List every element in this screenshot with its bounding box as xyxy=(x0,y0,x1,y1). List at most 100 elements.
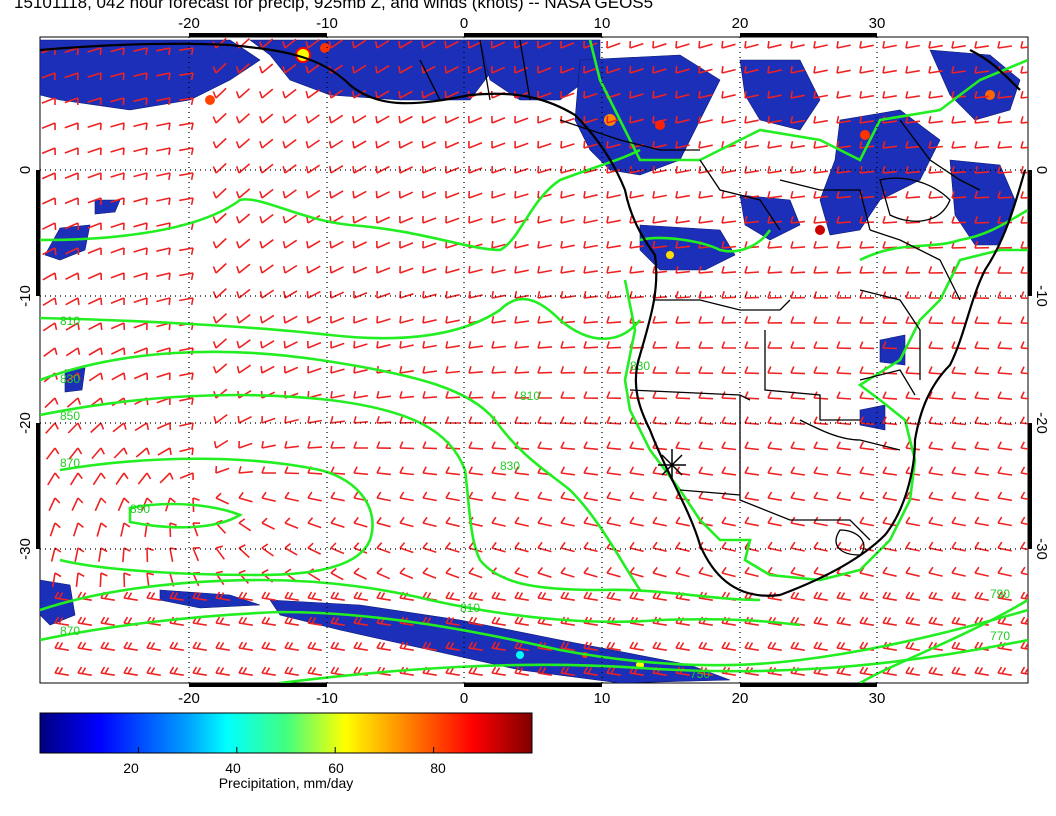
wind-barb xyxy=(283,290,298,299)
wind-barb xyxy=(813,316,828,324)
wind-barb xyxy=(974,91,989,99)
wind-barb xyxy=(560,366,576,374)
wind-barb xyxy=(836,441,851,451)
wind-barb xyxy=(87,272,103,281)
wind-barb xyxy=(421,115,436,124)
wind-barb xyxy=(398,65,413,74)
wind-barb xyxy=(284,616,299,626)
wind-barb xyxy=(137,472,152,485)
wind-barb xyxy=(54,616,69,626)
wind-barb xyxy=(790,191,805,199)
wind-barb xyxy=(698,216,714,224)
wind-barb xyxy=(330,365,345,374)
wind-barb xyxy=(399,241,414,249)
wind-barb xyxy=(652,466,668,476)
wind-barb xyxy=(652,341,668,349)
wind-barb xyxy=(376,290,391,299)
wind-barb xyxy=(111,347,126,356)
wind-barb xyxy=(652,591,667,601)
wind-barb xyxy=(133,47,148,56)
wind-barb xyxy=(110,247,125,256)
wind-barb xyxy=(928,441,943,451)
wind-barb xyxy=(583,591,598,601)
wind-barb xyxy=(72,522,84,537)
wind-barb xyxy=(905,216,921,224)
wind-barb xyxy=(974,41,989,49)
wind-barb xyxy=(583,491,598,502)
wind-barb xyxy=(115,472,129,485)
wind-barb xyxy=(744,140,759,149)
wind-barb xyxy=(767,140,782,149)
wind-barb xyxy=(376,441,392,449)
wind-barb xyxy=(135,447,150,458)
wind-barb xyxy=(606,366,622,374)
wind-barb xyxy=(836,141,852,149)
wind-barb xyxy=(92,472,106,486)
wind-barb xyxy=(422,290,437,299)
wind-barb xyxy=(1020,591,1028,600)
wind-barb xyxy=(133,322,148,331)
wind-barb xyxy=(110,147,125,156)
wind-barb xyxy=(790,591,805,601)
wind-barb xyxy=(179,372,194,381)
wind-barb xyxy=(261,543,274,557)
wind-barb xyxy=(179,272,194,281)
wind-barb xyxy=(156,97,171,106)
wind-barb xyxy=(974,391,989,400)
contour-label: 830 xyxy=(60,372,80,386)
wind-barb xyxy=(64,72,79,81)
wind-barb xyxy=(215,545,225,560)
wind-barb xyxy=(583,341,599,349)
wind-barb xyxy=(583,567,598,578)
wind-barb xyxy=(238,440,253,449)
wind-barb xyxy=(52,572,62,587)
wind-barb xyxy=(77,641,92,651)
wind-barb xyxy=(813,641,828,651)
wind-barb xyxy=(744,441,759,451)
wind-barb xyxy=(744,90,759,99)
wind-barb xyxy=(882,216,898,224)
wind-barb xyxy=(41,72,56,81)
wind-barb xyxy=(375,190,390,199)
wind-barb xyxy=(629,40,644,49)
wind-barbs xyxy=(41,37,1028,676)
wind-barb xyxy=(375,165,390,174)
wind-barb xyxy=(974,416,989,426)
wind-barb xyxy=(398,165,413,174)
wind-barb xyxy=(652,241,668,249)
wind-barb xyxy=(491,140,506,149)
wind-barb xyxy=(813,341,829,350)
wind-barb xyxy=(675,241,690,249)
wind-barb xyxy=(1020,116,1028,124)
wind-barb xyxy=(352,115,367,124)
wind-barb xyxy=(606,566,621,578)
asterisk-marker xyxy=(658,449,686,481)
wind-barb xyxy=(560,41,575,49)
wind-barb xyxy=(905,491,920,502)
wind-barb xyxy=(652,491,667,502)
wind-barb xyxy=(305,189,321,199)
wind-barb xyxy=(997,441,1013,451)
wind-barb xyxy=(514,541,529,553)
wind-barb xyxy=(905,291,920,299)
wind-barb xyxy=(652,115,667,124)
wind-barb xyxy=(813,466,829,476)
wind-barb xyxy=(236,364,252,374)
wind-barb xyxy=(974,241,990,249)
wind-barb xyxy=(42,322,58,332)
wind-barb xyxy=(537,240,552,249)
wind-barb xyxy=(928,66,943,74)
wind-barb xyxy=(192,666,207,676)
wind-barb xyxy=(744,641,759,651)
wind-barb xyxy=(352,140,367,149)
wind-barb xyxy=(652,165,667,174)
wind-barb xyxy=(490,65,506,74)
wind-barb xyxy=(41,97,56,105)
wind-barb xyxy=(117,497,130,512)
coastlines xyxy=(40,42,1027,597)
lon-tick-top: 10 xyxy=(594,15,611,32)
wind-barb xyxy=(491,316,506,324)
wind-barb xyxy=(376,240,391,249)
wind-barb xyxy=(905,591,920,601)
wind-barb xyxy=(698,40,713,49)
